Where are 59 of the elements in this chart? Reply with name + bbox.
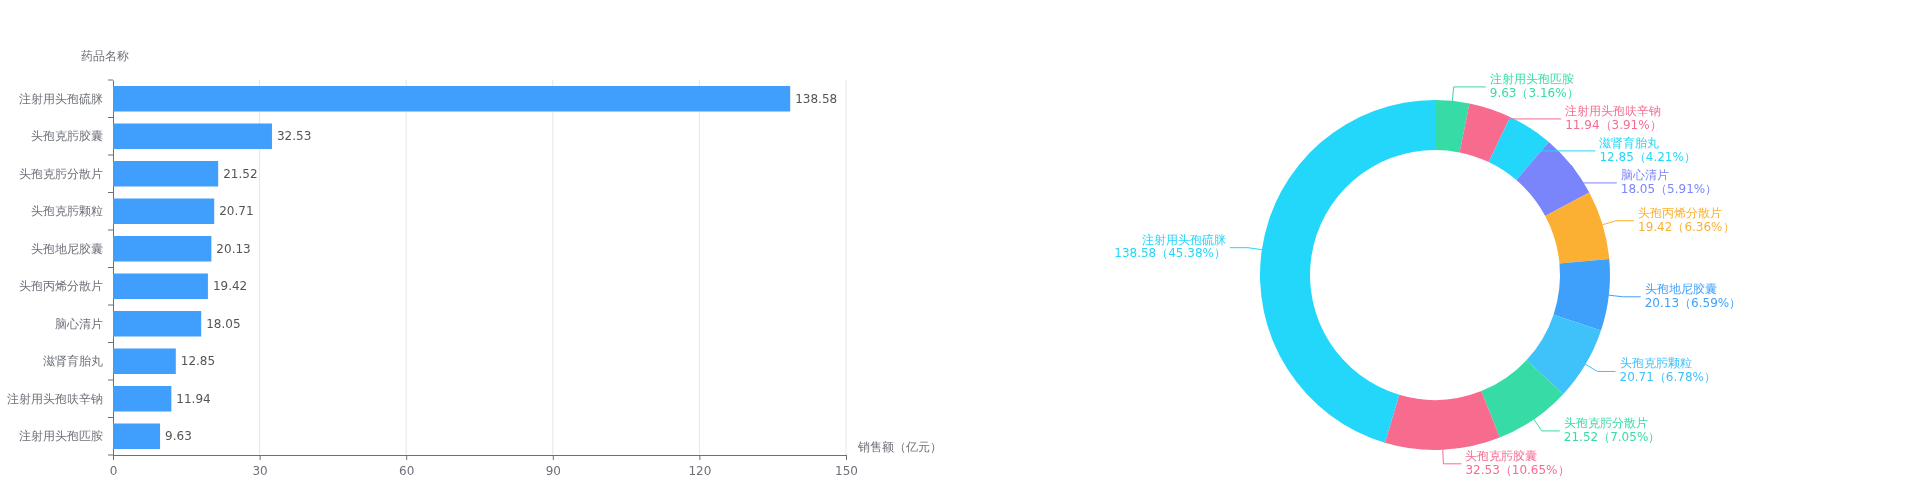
x-tick-label: 150 (835, 463, 858, 478)
data-label: 21.52 (223, 166, 258, 181)
y-tick-label: 滋肾育胎丸 (43, 354, 103, 369)
y-tick-label: 头孢克肟分散片 (19, 166, 103, 181)
data-label: 20.71（6.78%） (1619, 370, 1717, 385)
y-tick-label: 注射用头孢呋辛钠 (7, 391, 103, 406)
data-label: 9.63 (165, 429, 192, 444)
x-tick-label: 90 (545, 463, 561, 478)
data-label: 11.94（3.91%） (1565, 117, 1662, 132)
y-tick-label: 头孢地尼胶囊 (31, 241, 103, 256)
data-label: 9.63（3.16%） (1489, 85, 1579, 100)
slice-label: 滋肾育胎丸 (1599, 135, 1660, 150)
bar (113, 386, 172, 412)
data-label: 18.05（5.91%） (1620, 181, 1718, 196)
data-label: 32.53（10.65%） (1465, 462, 1570, 477)
data-label: 20.13 (216, 241, 251, 256)
slice-label: 头孢地尼胶囊 (1644, 281, 1717, 296)
donut-slice (1481, 360, 1564, 438)
x-tick-label: 30 (252, 463, 268, 478)
data-label: 19.42 (212, 279, 248, 294)
bar (113, 423, 161, 449)
slice-label: 脑心清片 (1620, 167, 1669, 182)
bar (113, 123, 272, 149)
slice-label: 头孢克肟颗粒 (1619, 356, 1692, 371)
slice-label: 头孢丙烯分散片 (1638, 205, 1723, 220)
x-tick-label: 60 (399, 463, 415, 478)
data-label: 19.42（6.36%） (1638, 219, 1735, 234)
data-label: 12.85（4.21%） (1599, 149, 1696, 164)
y-tick-label: 注射用头孢硫脒 (19, 91, 103, 106)
data-label: 138.58（45.38%） (1114, 246, 1226, 261)
x-tick-label: 0 (109, 463, 118, 478)
y-tick-label: 头孢丙烯分散片 (19, 279, 103, 294)
bar (113, 198, 215, 224)
data-label: 12.85 (180, 354, 216, 369)
data-label: 138.58 (795, 91, 838, 106)
y-tick-label: 脑心清片 (55, 316, 103, 331)
y-tick-label: 头孢克肟胶囊 (31, 129, 103, 144)
bar (113, 161, 219, 187)
bar (113, 311, 202, 337)
data-label: 11.94 (176, 391, 211, 406)
slice-label: 注射用头孢呋辛钠 (1565, 103, 1662, 118)
slice-label: 注射用头孢硫脒 (1141, 232, 1226, 247)
bar (113, 273, 208, 299)
data-label: 20.71 (219, 204, 254, 219)
data-label: 21.52（7.05%） (1563, 429, 1661, 444)
x-axis-title: 销售额（亿元） (857, 440, 942, 454)
bar (113, 86, 791, 112)
data-label: 32.53 (276, 129, 312, 144)
slice-label: 注射用头孢匹胺 (1489, 71, 1574, 86)
y-tick-label: 注射用头孢匹胺 (19, 429, 103, 444)
slice-label: 头孢克肟胶囊 (1465, 448, 1538, 463)
y-tick-label: 头孢克肟颗粒 (31, 204, 103, 219)
data-label: 18.05 (206, 316, 241, 331)
bar (113, 236, 212, 262)
bar (113, 348, 176, 374)
data-label: 20.13（6.59%） (1644, 295, 1742, 310)
y-axis-title: 药品名称 (81, 49, 129, 63)
x-tick-label: 120 (688, 463, 712, 478)
slice-label: 头孢克肟分散片 (1563, 415, 1648, 430)
